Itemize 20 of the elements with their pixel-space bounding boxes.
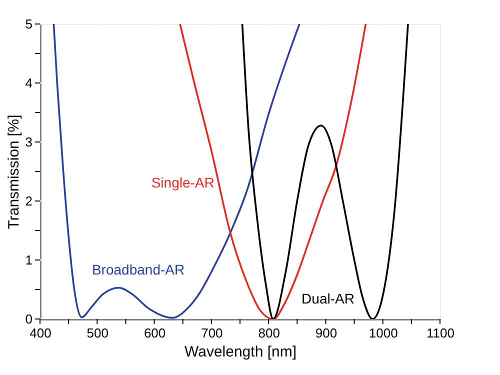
y-tick-label: 4 [25,76,32,90]
series-label: Single-AR [151,174,214,190]
x-tick-label: 1000 [368,326,398,340]
y-axis-title: Transmission [%] [5,114,22,230]
x-tick-label: 900 [315,326,338,340]
series-label: Dual-AR [302,290,354,307]
y-tick-label: 2 [25,194,32,208]
x-tick-label: 600 [144,326,166,340]
x-tick-label: 500 [86,326,108,340]
x-tick-label: 800 [258,326,280,340]
x-axis-title: Wavelength [nm] [184,344,296,360]
x-tick-label: 1100 [426,326,454,340]
x-tick-label: 700 [201,326,223,340]
series-label: Broadband-AR [92,262,185,278]
line-series [52,24,300,319]
y-tick-label: 0 [25,312,32,326]
y-tick-label: 5 [25,16,32,32]
y-tick-label: 1 [25,252,32,268]
y-tick-label: 3 [25,134,32,150]
x-tick-label: 400 [30,326,52,340]
